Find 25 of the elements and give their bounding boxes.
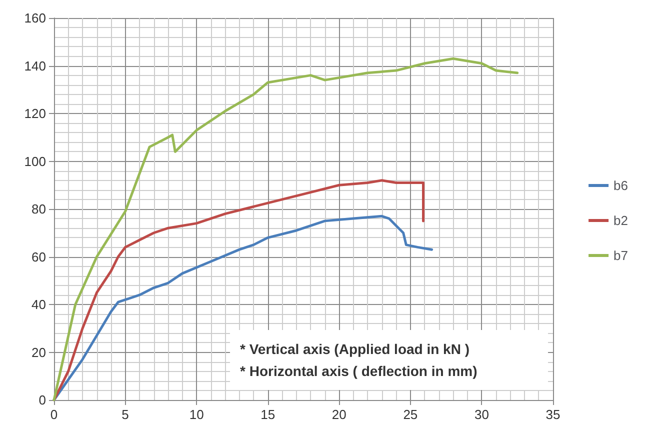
line-series (52, 57, 519, 402)
line-series (52, 179, 425, 402)
y-tick-label: 0 (38, 392, 46, 408)
x-tick-label: 5 (122, 407, 129, 422)
legend-label: b7 (614, 248, 628, 263)
y-tick-label: 160 (24, 10, 46, 26)
x-tick-label: 20 (332, 407, 346, 422)
legend-label: b2 (614, 213, 628, 228)
legend-label: b6 (614, 178, 628, 193)
y-tick-label: 60 (32, 249, 46, 264)
note-box: * Vertical axis (Applied load in kN ) * Horizontal axis ( deflection in mm) (230, 330, 548, 390)
x-tick-label: 15 (260, 407, 276, 422)
x-tick-label: 25 (403, 407, 418, 422)
x-tick-label: 0 (50, 407, 58, 422)
x-tick-label: 10 (189, 407, 204, 422)
x-tick-label: 35 (546, 407, 560, 422)
annotation: * Horizontal axis ( deflection in mm) (240, 362, 478, 381)
annotation: * Vertical axis (Applied load in kN ) (240, 340, 471, 359)
y-tick-label: 120 (24, 106, 46, 121)
y-tick-label: 20 (32, 344, 46, 360)
y-tick-label: 80 (32, 202, 46, 216)
y-tick-label: 100 (24, 154, 46, 169)
y-tick-label: 40 (32, 297, 46, 312)
x-tick-label: 30 (474, 407, 489, 422)
y-tick-label: 140 (24, 58, 46, 74)
